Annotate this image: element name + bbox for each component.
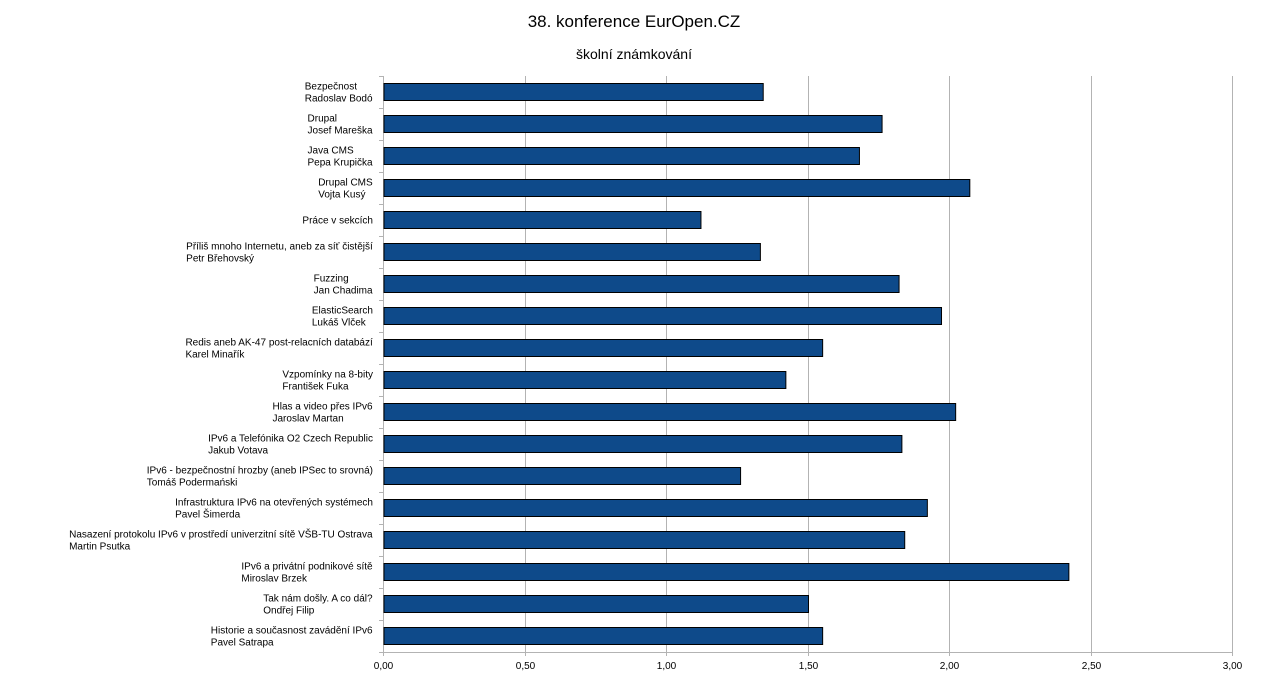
- category-label: Fuzzing Jan Chadima: [314, 274, 373, 297]
- category-label: Příliš mnoho Internetu, aneb za síť čist…: [186, 242, 373, 265]
- bar: [383, 371, 787, 389]
- bar: [383, 211, 702, 229]
- bar: [383, 403, 957, 421]
- x-tick-label: 2,00: [940, 661, 960, 672]
- x-axis: 0,00 0,50 1,00 1,50 2,00 2,50 3,00: [374, 652, 1243, 672]
- bar: [383, 563, 1070, 581]
- category-label: Nasazení protokolu IPv6 v prostředí univ…: [69, 528, 373, 553]
- category-label: Infrastruktura IPv6 na otevřených systém…: [175, 498, 373, 521]
- category-label: Hlas a video přes IPv6 Jaroslav Martan: [273, 402, 373, 425]
- bar: [383, 307, 943, 325]
- bar: [383, 595, 809, 613]
- category-label: Tak nám došly. A co dál? Ondřej Filip: [263, 594, 373, 617]
- gridlines: [379, 76, 1233, 653]
- x-tick-label: 3,00: [1223, 661, 1243, 672]
- chart-title: 38. konference EurOpen.CZ: [527, 12, 741, 31]
- category-label: Práce v sekcích: [302, 216, 373, 227]
- bar: [383, 243, 761, 261]
- bar: [383, 435, 903, 453]
- bar: [383, 147, 860, 165]
- category-label: Bezpečnost Radoslav Bodó: [305, 82, 373, 105]
- bar: [383, 499, 928, 517]
- bar: [383, 531, 906, 549]
- category-label: IPv6 a privátní podnikové sítě Miroslav B…: [241, 562, 373, 585]
- bars: [383, 83, 1070, 645]
- category-label: Drupal CMS Vojta Kusý: [318, 178, 373, 201]
- x-tick-label: 1,00: [657, 661, 677, 672]
- x-tick-label: 1,50: [799, 661, 819, 672]
- x-tick-label: 0,50: [516, 661, 536, 672]
- category-label: Historie a současnost zavádění IPv6 Pavel…: [211, 626, 373, 649]
- bar: [383, 275, 900, 293]
- category-label: Java CMS Pepa Krupička: [308, 146, 373, 169]
- bar: [383, 115, 883, 133]
- chart-subtitle: školní známkování: [576, 46, 692, 62]
- category-label: Drupal Josef Mareška: [308, 114, 373, 137]
- category-label: Redis aneb AK-47 post-relacních databází…: [185, 338, 373, 361]
- bar: [383, 627, 824, 645]
- category-label: IPv6 - bezpečnostní hrozby (aneb IPSec t…: [147, 466, 373, 489]
- x-tick-label: 2,50: [1082, 661, 1102, 672]
- category-label: Vzpomínky na 8-bity František Fuka: [282, 370, 373, 393]
- bar: [383, 83, 764, 101]
- category-labels: Bezpečnost Radoslav Bodó Drupal Josef Mareš…: [69, 82, 373, 649]
- bar: [383, 179, 971, 197]
- bar: [383, 339, 824, 357]
- bar: [383, 467, 742, 485]
- x-tick-label: 0,00: [374, 661, 394, 672]
- category-label: ElasticSearch Lukáš Vlček: [312, 306, 373, 329]
- category-label: IPv6 a Telefónika O2 Czech Republic Jakub…: [208, 434, 373, 457]
